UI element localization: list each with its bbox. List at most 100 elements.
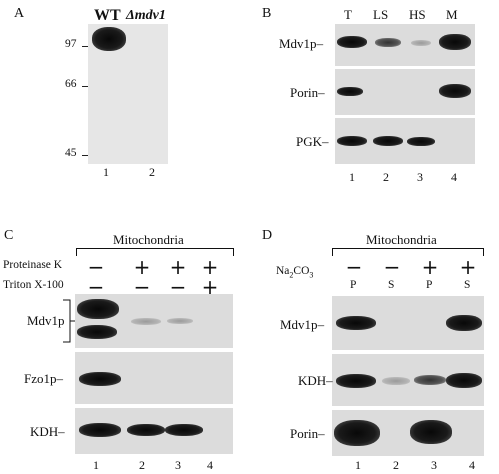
panel-d-fraction-4: S: [464, 279, 471, 291]
panel-a-tick-66: [82, 86, 88, 87]
panel-b-lane-1: 1: [349, 170, 355, 184]
panel-d-band-mdv1p-1: [336, 316, 376, 330]
panel-c-row-kdh: KDH–: [30, 424, 65, 439]
panel-c-treatment-triton: Triton X-100: [3, 279, 64, 291]
panel-d-letter: D: [262, 228, 273, 243]
panel-b-blot-porin: [335, 69, 475, 115]
panel-d-treatment-sub-3: 3: [309, 270, 314, 280]
panel-c-letter: C: [4, 228, 14, 243]
panel-b-band-mdv1p-4: [439, 34, 471, 50]
panel-b-blot-mdv1p: [335, 24, 475, 66]
panel-d-lane-2: 2: [393, 458, 399, 472]
panel-c-band-mdv1p-lower: [77, 325, 117, 339]
panel-b-header-m: M: [446, 7, 458, 22]
panel-d-row-mdv1p-text: Mdv1p: [280, 317, 318, 332]
panel-d-row-kdh: KDH–: [298, 373, 333, 388]
panel-d-lane-3: 3: [431, 458, 437, 472]
panel-c-band-kdh-3: [165, 424, 203, 436]
panel-c-title: Mitochondria: [113, 232, 184, 247]
panel-c-row-fzo1p-text: Fzo1p: [24, 371, 57, 386]
panel-b-row-porin: Porin–: [290, 85, 325, 100]
panel-a-band-wt: [92, 27, 126, 51]
panel-d-treatment: Na2CO3: [276, 265, 313, 279]
panel-c-sign-tx-4: +: [201, 275, 219, 299]
panel-d-treatment-sub-2: 2: [289, 270, 294, 280]
panel-d-band-kdh-4: [446, 373, 482, 388]
panel-d-sign-3: +: [421, 255, 439, 279]
panel-d-lane-1: 1: [355, 458, 361, 472]
panel-d-sign-2: −: [383, 255, 401, 279]
panel-b-letter: B: [262, 6, 272, 21]
panel-b-lane-3: 3: [417, 170, 423, 184]
panel-b-lane-2: 2: [383, 170, 389, 184]
panel-a-lane-1: 1: [103, 165, 109, 179]
panel-b-band-mdv1p-1: [337, 36, 367, 48]
panel-a-tick-97: [82, 46, 88, 47]
panel-d-blot-kdh: [332, 354, 484, 406]
panel-c-lane-4: 4: [207, 458, 213, 472]
panel-d-row-kdh-text: KDH: [298, 373, 327, 388]
panel-a-marker-45: 45: [65, 147, 77, 159]
panel-b-band-porin-4: [439, 84, 471, 98]
panel-b-header-hs: HS: [409, 7, 426, 22]
panel-b-blot-pgk: [335, 118, 475, 164]
panel-d-fraction-1: P: [350, 279, 357, 291]
panel-d-band-kdh-2: [382, 377, 410, 385]
panel-d-fraction-3: P: [426, 279, 433, 291]
panel-c-band-kdh-2: [127, 424, 165, 436]
panel-b-header-ls: LS: [373, 7, 389, 22]
panel-a-marker-97: 97: [65, 38, 77, 50]
panel-c-lane-2: 2: [139, 458, 145, 472]
panel-d-sign-4: +: [459, 255, 477, 279]
panel-c-band-fzo1p-1: [79, 372, 121, 386]
panel-c-sign-pk-3: +: [169, 255, 187, 279]
panel-d-bracket: [332, 248, 484, 256]
panel-a-header-wt: WT: [94, 7, 121, 24]
panel-b-row-mdv1p-text: Mdv1p: [279, 36, 317, 51]
panel-c-lane-3: 3: [175, 458, 181, 472]
panel-a-blot: [88, 24, 168, 164]
panel-d-blot-mdv1p: [332, 296, 484, 350]
panel-b-band-pgk-1: [337, 136, 367, 146]
panel-d-band-porin-1: [334, 420, 380, 446]
panel-c-band-mdv1p-3: [167, 318, 193, 324]
panel-d-row-mdv1p: Mdv1p–: [280, 317, 325, 332]
panel-c-row-kdh-text: KDH: [30, 424, 59, 439]
panel-b-row-pgk-text: PGK: [296, 134, 323, 149]
panel-d-fraction-2: S: [388, 279, 395, 291]
panel-b-lane-4: 4: [451, 170, 457, 184]
panel-c-mdv1p-brace: [63, 299, 75, 343]
panel-d-treatment-na: Na: [276, 265, 290, 277]
panel-c-lane-1: 1: [93, 458, 99, 472]
panel-c-sign-tx-3: −: [169, 275, 187, 299]
panel-c-sign-tx-1: −: [87, 275, 105, 299]
panel-b-band-pgk-3: [407, 137, 435, 146]
panel-b-row-pgk: PGK–: [296, 134, 329, 149]
panel-c-blot-kdh: [75, 408, 233, 454]
panel-a-lane-2: 2: [149, 165, 155, 179]
panel-d-band-mdv1p-4: [446, 315, 482, 331]
panel-c-row-fzo1p: Fzo1p–: [24, 371, 63, 386]
panel-c-row-mdv1p: Mdv1p: [27, 313, 65, 328]
panel-b-band-porin-1: [337, 87, 363, 96]
panel-c-band-mdv1p-2: [131, 318, 161, 325]
panel-d-band-kdh-3: [414, 375, 446, 385]
panel-c-sign-tx-2: −: [133, 275, 151, 299]
panel-d-sign-1: −: [345, 255, 363, 279]
panel-c-sign-pk-2: +: [133, 255, 151, 279]
panel-c-blot-mdv1p: [75, 294, 233, 348]
panel-d-title: Mitochondria: [366, 232, 437, 247]
panel-c-bracket: [76, 248, 234, 256]
panel-b-row-mdv1p: Mdv1p–: [279, 36, 324, 51]
panel-d-row-porin-text: Porin: [290, 426, 319, 441]
panel-b-row-porin-text: Porin: [290, 85, 319, 100]
panel-c-band-kdh-1: [79, 423, 121, 437]
panel-d-band-kdh-1: [336, 374, 376, 388]
panel-c-blot-fzo1p: [75, 352, 233, 404]
panel-a-letter: A: [14, 6, 25, 21]
panel-c-sign-pk-4: +: [201, 255, 219, 279]
panel-d-treatment-co: CO: [293, 265, 310, 277]
panel-d-band-porin-3: [410, 420, 452, 444]
panel-c-treatment-proteinase-k: Proteinase K: [3, 259, 63, 271]
panel-a-marker-66: 66: [65, 78, 77, 90]
